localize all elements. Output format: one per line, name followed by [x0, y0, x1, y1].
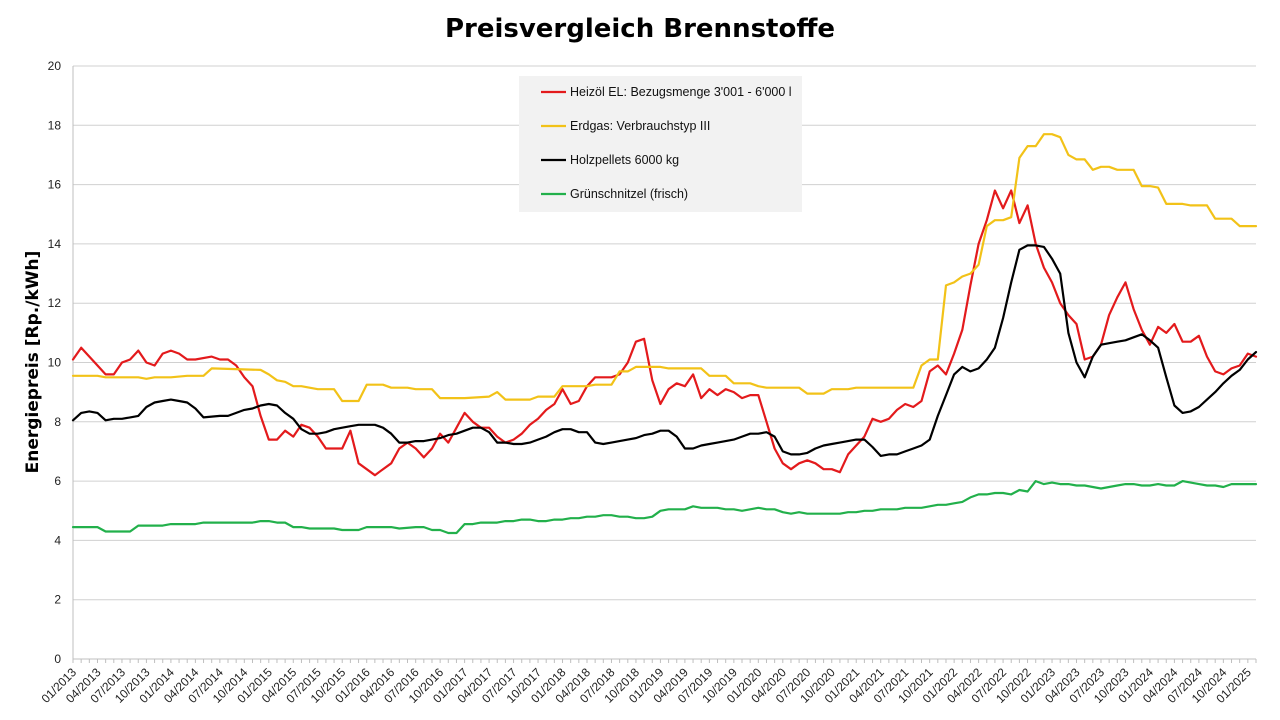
- legend-label: Heizöl EL: Bezugsmenge 3'001 - 6'000 l: [570, 85, 792, 99]
- y-tick-label: 14: [48, 237, 62, 251]
- y-tick-label: 18: [48, 118, 62, 132]
- y-tick-label: 6: [54, 474, 61, 488]
- legend-label: Erdgas: Verbrauchstyp III: [570, 119, 710, 133]
- x-axis-ticks: 01/201304/201307/201310/201301/201404/20…: [39, 665, 1255, 706]
- series-line-1: [71, 133, 1258, 403]
- y-tick-label: 0: [54, 652, 61, 666]
- axes: [72, 66, 1257, 663]
- series-line-0: [71, 189, 1258, 477]
- y-axis-label: Energiepreis [Rp./kWh]: [23, 251, 43, 474]
- series-line-2: [71, 244, 1258, 457]
- legend-label: Grünschnitzel (frisch): [570, 187, 688, 201]
- series-lines: [71, 133, 1258, 535]
- chart-title: Preisvergleich Brennstoffe: [444, 14, 836, 44]
- y-tick-label: 12: [48, 296, 62, 310]
- legend: Heizöl EL: Bezugsmenge 3'001 - 6'000 l Er…: [519, 76, 802, 212]
- legend-box: [519, 76, 802, 212]
- gridlines: [73, 65, 1256, 601]
- y-tick-label: 16: [48, 178, 62, 192]
- y-tick-label: 10: [48, 356, 62, 370]
- y-tick-label: 4: [54, 533, 61, 547]
- y-tick-label: 2: [54, 593, 61, 607]
- series-line-3: [71, 480, 1258, 535]
- y-tick-label: 20: [48, 59, 62, 73]
- legend-label: Holzpellets 6000 kg: [570, 153, 679, 167]
- y-axis-ticks: 0 2 4 6 8 10 12 14 16 18 20: [48, 59, 62, 666]
- y-tick-label: 8: [54, 415, 61, 429]
